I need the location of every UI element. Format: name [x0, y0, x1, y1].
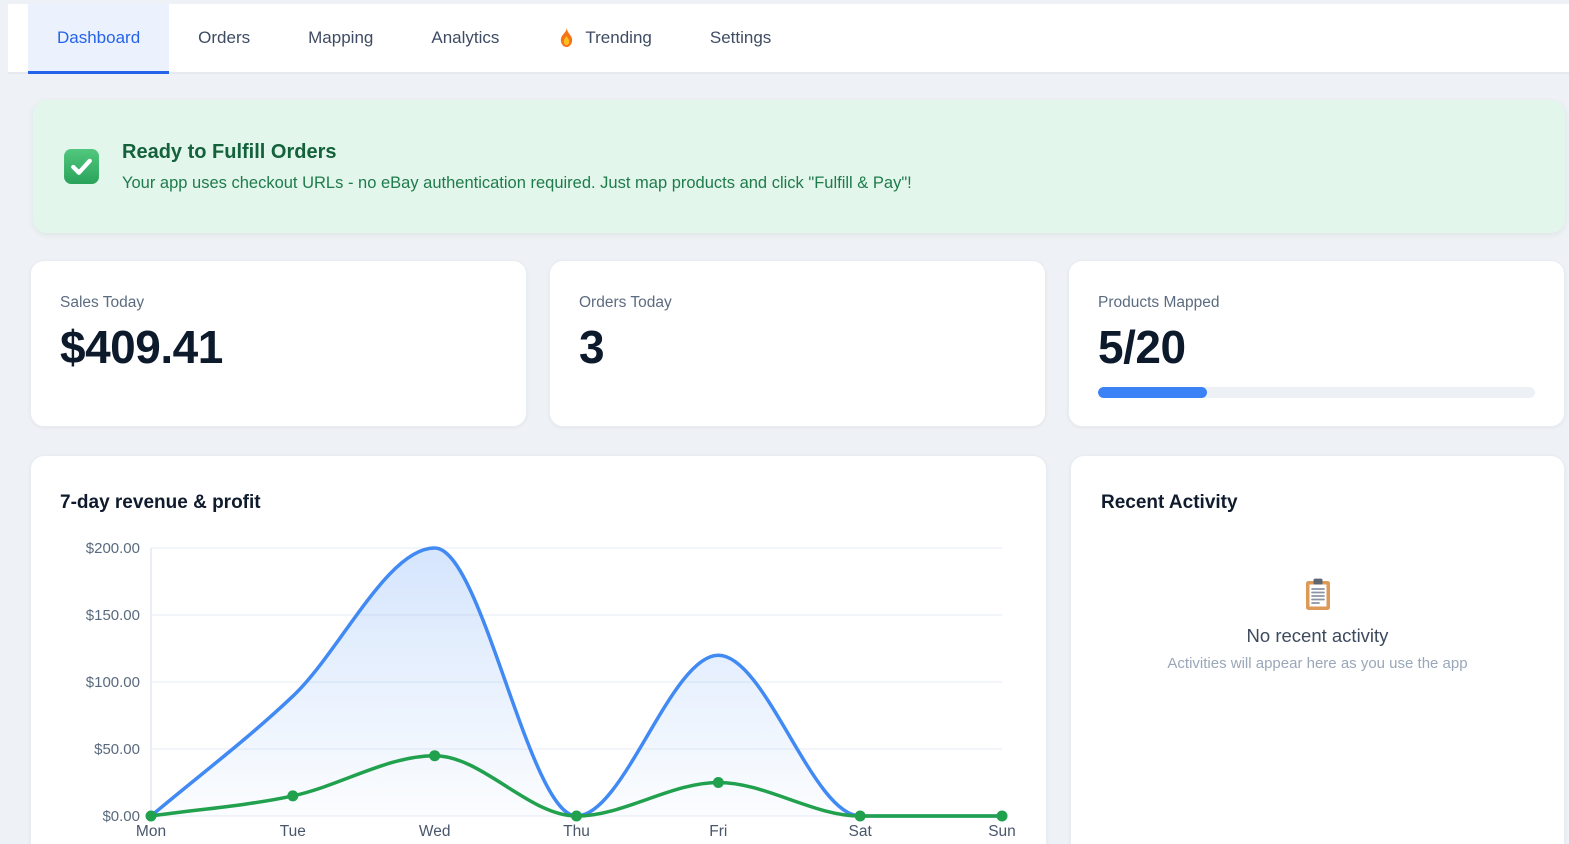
orders-today-card: Orders Today 3: [549, 260, 1046, 427]
tab-orders-label: Orders: [198, 28, 250, 48]
orders-today-label: Orders Today: [579, 294, 1016, 312]
svg-text:Tue: Tue: [280, 823, 306, 840]
tab-orders[interactable]: Orders: [169, 4, 279, 74]
top-nav: Dashboard Orders Mapping Analytics Trend…: [8, 4, 1569, 74]
banner-title: Ready to Fulfill Orders: [122, 141, 912, 164]
revenue-chart[interactable]: $0.00 $50.00 $100.00 $150.00 $200.00 Mon Tue We…: [31, 456, 1048, 844]
svg-text:Thu: Thu: [563, 823, 590, 840]
activity-empty-state: No recent activity Activities will appea…: [1101, 578, 1534, 672]
products-mapped-value: 5/20: [1098, 320, 1535, 374]
stat-cards-row: Sales Today $409.41 Orders Today 3 Produ…: [30, 260, 1565, 427]
svg-text:Mon: Mon: [136, 823, 166, 840]
products-mapped-label: Products Mapped: [1098, 294, 1535, 312]
tab-dashboard[interactable]: Dashboard: [28, 4, 169, 74]
tab-settings[interactable]: Settings: [681, 4, 800, 74]
no-activity-subtext: Activities will appear here as you use t…: [1167, 655, 1467, 672]
svg-text:$150.00: $150.00: [86, 607, 140, 624]
svg-text:Sat: Sat: [849, 823, 873, 840]
svg-text:Wed: Wed: [419, 823, 451, 840]
svg-text:Sun: Sun: [988, 823, 1016, 840]
recent-activity-card: Recent Activity No recent activity Acti: [1070, 455, 1565, 844]
svg-text:$100.00: $100.00: [86, 674, 140, 691]
bottom-row: $0.00 $50.00 $100.00 $150.00 $200.00 Mon Tue We…: [30, 455, 1565, 844]
products-mapped-progress: [1098, 387, 1535, 398]
svg-text:$50.00: $50.00: [94, 741, 140, 758]
progress-fill: [1098, 387, 1207, 398]
ready-banner: Ready to Fulfill Orders Your app uses ch…: [33, 100, 1565, 233]
tab-mapping-label: Mapping: [308, 28, 373, 48]
svg-text:Fri: Fri: [709, 823, 727, 840]
tab-analytics[interactable]: Analytics: [402, 4, 528, 74]
tab-trending[interactable]: Trending: [528, 4, 680, 74]
no-activity-text: No recent activity: [1247, 625, 1389, 647]
sales-today-label: Sales Today: [60, 294, 497, 312]
tab-settings-label: Settings: [710, 28, 771, 48]
sales-today-value: $409.41: [60, 320, 497, 374]
sales-today-card: Sales Today $409.41: [30, 260, 527, 427]
tab-dashboard-label: Dashboard: [57, 28, 140, 48]
tab-mapping[interactable]: Mapping: [279, 4, 402, 74]
svg-text:$200.00: $200.00: [86, 540, 140, 557]
banner-message: Your app uses checkout URLs - no eBay au…: [122, 174, 912, 193]
fire-icon: [557, 27, 576, 48]
tab-analytics-label: Analytics: [431, 28, 499, 48]
clipboard-icon: [1303, 578, 1333, 612]
tab-trending-label: Trending: [585, 28, 651, 48]
products-mapped-card: Products Mapped 5/20: [1068, 260, 1565, 427]
dashboard-page: Ready to Fulfill Orders Your app uses ch…: [0, 100, 1569, 844]
svg-text:$0.00: $0.00: [102, 808, 140, 825]
recent-activity-title: Recent Activity: [1101, 492, 1534, 514]
chart-title: 7-day revenue & profit: [60, 492, 261, 514]
banner-text: Ready to Fulfill Orders Your app uses ch…: [122, 141, 912, 193]
check-square-icon: [63, 148, 100, 185]
orders-today-value: 3: [579, 320, 1016, 374]
revenue-profit-card: $0.00 $50.00 $100.00 $150.00 $200.00 Mon Tue We…: [30, 455, 1047, 844]
